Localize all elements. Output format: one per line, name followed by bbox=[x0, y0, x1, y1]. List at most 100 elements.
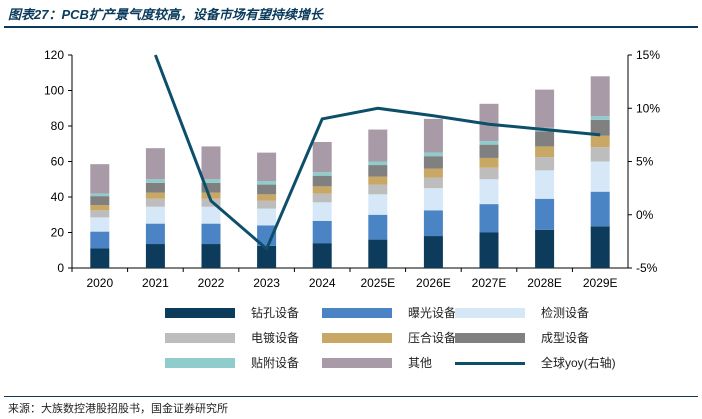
x-tick-label: 2024 bbox=[309, 276, 336, 290]
bar-segment bbox=[368, 129, 388, 162]
x-tick-label: 2028E bbox=[527, 276, 562, 290]
bar-segment bbox=[201, 182, 221, 193]
bar-segment bbox=[423, 188, 443, 211]
source-divider bbox=[4, 396, 698, 397]
title-divider bbox=[4, 26, 698, 28]
bar-segment bbox=[423, 156, 443, 169]
bar-segment bbox=[312, 175, 332, 187]
y-tick-label: 80 bbox=[51, 119, 65, 133]
bar-segment bbox=[90, 210, 110, 218]
legend-label: 成型设备 bbox=[541, 331, 590, 345]
bar-segment bbox=[423, 177, 443, 189]
bar-segment bbox=[368, 239, 388, 268]
bar-segment bbox=[201, 244, 221, 268]
bar-segment bbox=[590, 147, 610, 162]
bar-segment bbox=[535, 229, 555, 268]
x-tick-label: 2026E bbox=[416, 276, 451, 290]
bar-segment bbox=[535, 170, 555, 199]
legend-swatch bbox=[455, 362, 525, 365]
bar-segment bbox=[201, 223, 221, 245]
bar-segment bbox=[201, 146, 221, 180]
x-tick-label: 2022 bbox=[198, 276, 225, 290]
bar-segment bbox=[145, 223, 165, 245]
bar-segment bbox=[257, 181, 277, 185]
legend-swatch bbox=[165, 333, 235, 343]
bar-segment bbox=[368, 214, 388, 240]
legend-label: 钻孔设备 bbox=[251, 306, 300, 320]
bar-segment bbox=[590, 135, 610, 148]
bar-segment bbox=[423, 168, 443, 178]
bar-segment bbox=[535, 131, 555, 147]
bar-segment bbox=[590, 161, 610, 192]
legend-label: 曝光设备 bbox=[408, 306, 457, 320]
bar-segment bbox=[423, 118, 443, 153]
bar-segment bbox=[368, 184, 388, 195]
bar-segment bbox=[257, 208, 277, 226]
bar-segment bbox=[201, 206, 221, 224]
bar-segment bbox=[535, 198, 555, 230]
bar-segment bbox=[368, 161, 388, 166]
bar-segment bbox=[423, 236, 443, 268]
legend-label: 电镀设备 bbox=[251, 331, 300, 345]
x-tick-label: 2023 bbox=[253, 276, 280, 290]
y2-tick-label: 15% bbox=[636, 48, 660, 62]
bar-segment bbox=[479, 141, 499, 145]
bar-segment bbox=[312, 172, 332, 176]
y-tick-label: 100 bbox=[44, 84, 64, 98]
bar-segment bbox=[479, 179, 499, 205]
y-tick-label: 60 bbox=[51, 155, 65, 169]
legend-label: 贴附设备 bbox=[251, 356, 300, 370]
legend-swatch bbox=[455, 333, 525, 343]
bar-segment bbox=[312, 202, 332, 221]
legend-swatch bbox=[455, 308, 525, 318]
legend-swatch bbox=[322, 333, 392, 343]
bar-segment bbox=[90, 204, 110, 211]
y-tick-label: 0 bbox=[57, 261, 64, 275]
y-tick-label: 40 bbox=[51, 190, 65, 204]
bar-segment bbox=[590, 191, 610, 227]
y2-tick-label: -5% bbox=[636, 261, 658, 275]
legend-swatch bbox=[165, 308, 235, 318]
legend-swatch bbox=[322, 358, 392, 368]
bar-segment bbox=[535, 146, 555, 158]
bar-segment bbox=[590, 119, 610, 136]
bar-segment bbox=[90, 196, 110, 205]
bar-segment bbox=[368, 194, 388, 215]
legend-swatch bbox=[165, 358, 235, 368]
bar-segment bbox=[590, 226, 610, 268]
bar-segment bbox=[479, 167, 499, 180]
y2-tick-label: 5% bbox=[636, 155, 654, 169]
bar-segment bbox=[90, 231, 110, 249]
bar-segment bbox=[257, 245, 277, 268]
bar-segment bbox=[201, 192, 221, 199]
bar-segment bbox=[312, 186, 332, 194]
y-tick-label: 120 bbox=[44, 48, 64, 62]
bar-segment bbox=[590, 116, 610, 120]
bar-segment bbox=[535, 157, 555, 171]
bar-segment bbox=[479, 103, 499, 142]
bar-segment bbox=[257, 194, 277, 201]
legend-label: 压合设备 bbox=[408, 331, 457, 345]
bar-segment bbox=[423, 210, 443, 237]
x-tick-label: 2025E bbox=[360, 276, 395, 290]
yoy-line bbox=[153, 54, 601, 252]
y-tick-label: 20 bbox=[51, 226, 65, 240]
y2-tick-label: 10% bbox=[636, 101, 660, 115]
bar-segment bbox=[312, 193, 332, 203]
source-note: 来源：大族数控港股招股书，国金证券研究所 bbox=[8, 403, 228, 415]
bar-segment bbox=[368, 165, 388, 177]
bar-segment bbox=[312, 243, 332, 268]
legend-label: 其他 bbox=[408, 356, 433, 370]
legend-swatch bbox=[322, 308, 392, 318]
legend-label: 全球yoy(右轴) bbox=[541, 356, 616, 370]
bar-segment bbox=[535, 89, 555, 128]
chart-title: 图表27：PCB扩产景气度较高，设备市场有望持续增长 bbox=[8, 7, 323, 22]
bar-segment bbox=[257, 200, 277, 209]
bar-segment bbox=[145, 148, 165, 180]
x-tick-label: 2021 bbox=[142, 276, 169, 290]
bar-segment bbox=[145, 206, 165, 224]
bar-segment bbox=[145, 192, 165, 199]
bar-segment bbox=[423, 152, 443, 157]
bar-segment bbox=[257, 184, 277, 195]
